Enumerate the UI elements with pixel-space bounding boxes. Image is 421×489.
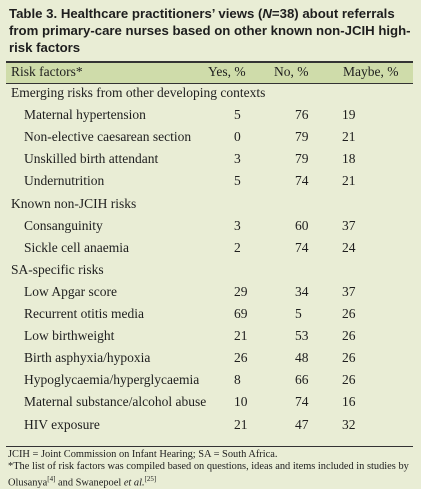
section-row: Emerging risks from other developing con… xyxy=(6,83,413,105)
table-title: Table 3. Healthcare practitioners’ views… xyxy=(9,5,413,56)
no-cell: 60 xyxy=(295,217,309,233)
risk-factor-cell: HIV exposure xyxy=(24,416,100,432)
header-yes: Yes, % xyxy=(208,64,246,79)
maybe-cell: 26 xyxy=(342,306,356,321)
table-row: Low Apgar score 29 34 37 xyxy=(6,282,413,304)
table-figure: Table 3. Healthcare practitioners’ views… xyxy=(6,5,413,488)
table-row: Maternal hypertension 5 76 19 xyxy=(6,105,413,127)
section-row: Known non-JCIH risks xyxy=(6,194,413,216)
maybe-cell: 19 xyxy=(342,107,356,123)
no-cell: 74 xyxy=(295,239,309,255)
yes-cell: 26 xyxy=(234,350,248,366)
yes-cell: 69 xyxy=(234,306,248,321)
risk-factor-cell: Recurrent otitis media xyxy=(24,306,144,321)
table-row: Non-elective caesarean section 0 79 21 xyxy=(6,127,413,149)
no-cell: 5 xyxy=(295,306,302,321)
risk-factor-cell: Maternal substance/alcohol abuse xyxy=(24,394,207,410)
no-cell: 74 xyxy=(295,173,309,189)
yes-cell: 3 xyxy=(234,151,241,167)
risk-factor-cell: Undernutrition xyxy=(24,173,105,189)
no-cell: 74 xyxy=(295,394,309,410)
risk-factor-cell: Non-elective caesarean section xyxy=(24,129,192,145)
risk-factor-cell: Birth asphyxia/hypoxia xyxy=(24,350,151,366)
title-n: N xyxy=(262,6,272,21)
risk-factor-cell: Low Apgar score xyxy=(24,283,117,299)
yes-cell: 3 xyxy=(234,217,241,233)
risk-factor-cell: Unskilled birth attendant xyxy=(24,151,159,167)
risk-factor-cell: Maternal hypertension xyxy=(24,107,146,123)
table-row: Recurrent otitis media 69 5 26 xyxy=(6,304,413,326)
section-label: Known non-JCIH risks xyxy=(11,195,137,211)
yes-cell: 5 xyxy=(234,107,241,123)
maybe-cell: 26 xyxy=(342,350,356,366)
maybe-cell: 21 xyxy=(342,129,356,145)
no-cell: 47 xyxy=(295,416,309,432)
risk-factor-cell: Sickle cell anaemia xyxy=(24,239,129,255)
table-row: Unskilled birth attendant 3 79 18 xyxy=(6,149,413,171)
no-cell: 79 xyxy=(295,151,309,167)
table-row: Consanguinity 3 60 37 xyxy=(6,216,413,238)
no-cell: 34 xyxy=(295,283,309,299)
maybe-cell: 37 xyxy=(342,283,356,299)
footnote-etal: et al. xyxy=(123,477,145,489)
title-text-post: =38) about referrals from primary-care n… xyxy=(9,6,411,55)
section-label: SA-specific risks xyxy=(11,261,104,277)
title-text-pre: Healthcare practitioners’ views ( xyxy=(60,6,263,21)
yes-cell: 21 xyxy=(234,328,248,344)
maybe-cell: 24 xyxy=(342,239,356,255)
risk-factor-cell: Low birthweight xyxy=(24,328,115,344)
section-label: Emerging risks from other developing con… xyxy=(11,85,266,100)
yes-cell: 8 xyxy=(234,372,241,388)
maybe-cell: 37 xyxy=(342,217,356,233)
yes-cell: 0 xyxy=(234,129,241,145)
table-row: Birth asphyxia/hypoxia 26 48 26 xyxy=(6,348,413,370)
no-cell: 66 xyxy=(295,372,309,388)
table-row: Sickle cell anaemia 2 74 24 xyxy=(6,238,413,260)
table-bottom-rule xyxy=(6,446,413,447)
yes-cell: 10 xyxy=(234,394,248,410)
no-cell: 76 xyxy=(295,107,309,123)
yes-cell: 21 xyxy=(234,416,248,432)
footnote-abbreviations: JCIH = Joint Commission on Infant Hearin… xyxy=(8,449,278,460)
maybe-cell: 26 xyxy=(342,372,356,388)
risk-factor-cell: Hypoglycaemia/hyperglycaemia xyxy=(24,372,200,388)
section-row: SA-specific risks xyxy=(6,260,413,282)
no-cell: 53 xyxy=(295,328,309,344)
risk-factor-cell: Consanguinity xyxy=(24,217,103,233)
footnote-note: *The list of risk factors was compiled b… xyxy=(8,461,413,489)
footnote-note-mid: and Swanepoel xyxy=(55,477,124,489)
yes-cell: 2 xyxy=(234,239,241,255)
table-header: Risk factors* Yes, % No, % Maybe, % xyxy=(6,61,413,84)
header-maybe: Maybe, % xyxy=(343,64,399,79)
yes-cell: 29 xyxy=(234,283,248,299)
table-row: Undernutrition 5 74 21 xyxy=(6,171,413,193)
header-no: No, % xyxy=(274,64,309,79)
table-row: Low birthweight 21 53 26 xyxy=(6,326,413,348)
header-risk-factors: Risk factors* xyxy=(11,64,83,79)
table-row: Hypoglycaemia/hyperglycaemia 8 66 26 xyxy=(6,370,413,392)
no-cell: 48 xyxy=(295,350,309,366)
footnote-ref-25: [25] xyxy=(144,475,157,483)
table-row: HIV exposure 21 47 32 xyxy=(6,415,413,437)
yes-cell: 5 xyxy=(234,173,241,189)
maybe-cell: 21 xyxy=(342,173,356,189)
maybe-cell: 32 xyxy=(342,416,356,432)
table-row: Maternal substance/alcohol abuse 10 74 16 xyxy=(6,392,413,414)
maybe-cell: 16 xyxy=(342,394,356,410)
table-label: Table 3. xyxy=(9,6,58,21)
maybe-cell: 26 xyxy=(342,328,356,344)
maybe-cell: 18 xyxy=(342,151,356,167)
no-cell: 79 xyxy=(295,129,309,145)
